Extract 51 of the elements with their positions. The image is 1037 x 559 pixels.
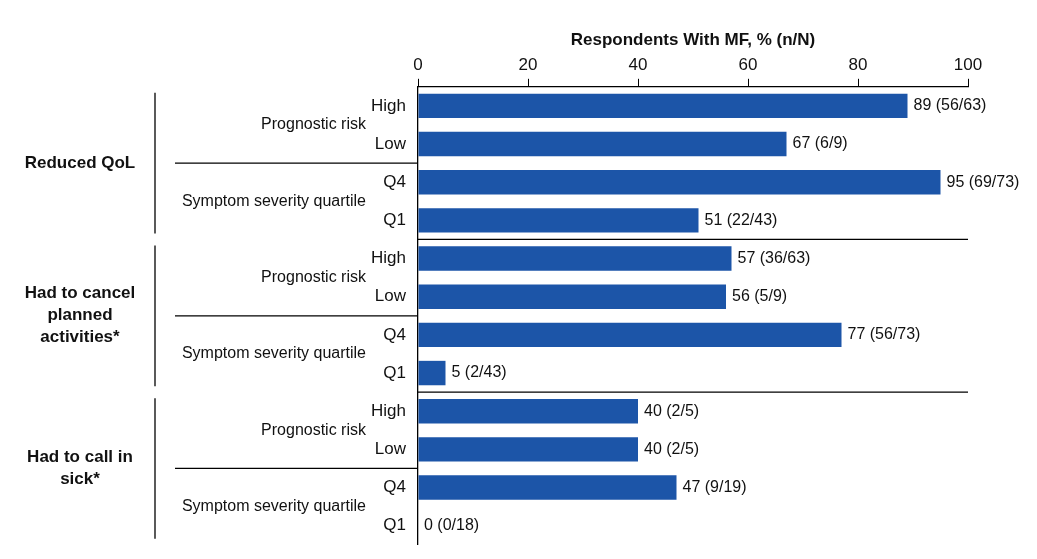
data-label: 47 (9/19) bbox=[682, 477, 747, 495]
x-tick-label: 0 bbox=[413, 55, 423, 75]
bar bbox=[418, 170, 941, 195]
bar bbox=[418, 322, 842, 348]
y-tick-label: Low bbox=[374, 439, 407, 459]
bar bbox=[418, 399, 638, 424]
data-label: 89 (56/63) bbox=[913, 96, 987, 114]
data-label: 5 (2/43) bbox=[451, 363, 507, 381]
y-tick-label: Q1 bbox=[383, 210, 406, 230]
data-label: 67 (6/9) bbox=[792, 134, 848, 152]
data-label: 51 (22/43) bbox=[704, 210, 778, 228]
y-tick-label: Q4 bbox=[383, 477, 406, 497]
data-label: 57 (36/63) bbox=[737, 248, 811, 266]
y-tick-label: Q1 bbox=[383, 515, 406, 535]
text: Symptom severity quartile bbox=[181, 344, 367, 362]
data-label: 77 (56/73) bbox=[847, 325, 921, 343]
y-tick-label: Low bbox=[374, 133, 407, 153]
y-tick-label: Q4 bbox=[383, 324, 406, 344]
text: Had to call in sick* bbox=[27, 447, 133, 489]
data-label: 40 (2/5) bbox=[644, 401, 700, 419]
data-label: 40 (2/5) bbox=[644, 439, 700, 457]
x-axis-title: Respondents With MF, % (n/N) bbox=[570, 29, 816, 49]
text: Prognostic risk bbox=[261, 420, 367, 438]
y-tick-label: High bbox=[371, 95, 406, 115]
data-label: 95 (69/73) bbox=[946, 172, 1020, 190]
y-tick-label: Q1 bbox=[383, 362, 406, 382]
bar bbox=[418, 93, 908, 119]
x-tick-label: 100 bbox=[953, 55, 983, 75]
bar bbox=[418, 284, 726, 309]
data-label: 56 (5/9) bbox=[732, 287, 788, 305]
bar bbox=[418, 246, 732, 271]
bar bbox=[418, 208, 699, 233]
data-label: 0 (0/18) bbox=[424, 516, 480, 534]
y-tick-label: High bbox=[371, 248, 406, 268]
text: Prognostic risk bbox=[261, 115, 367, 133]
bar bbox=[418, 131, 787, 157]
x-tick-label: 20 bbox=[518, 55, 538, 75]
text: Symptom severity quartile bbox=[181, 191, 367, 209]
text: Had to cancel planned activities* bbox=[24, 283, 136, 347]
y-tick-label: Low bbox=[374, 286, 407, 306]
text: Prognostic risk bbox=[261, 268, 367, 286]
x-tick-label: 60 bbox=[738, 55, 758, 75]
text: Reduced QoL bbox=[24, 152, 136, 172]
y-tick-label: High bbox=[371, 400, 406, 420]
bar bbox=[418, 360, 446, 386]
x-tick-label: 80 bbox=[848, 55, 868, 75]
bar bbox=[418, 437, 638, 462]
y-tick-label: Q4 bbox=[383, 171, 406, 191]
text: Symptom severity quartile bbox=[181, 497, 367, 515]
bar bbox=[418, 475, 677, 500]
x-tick-label: 40 bbox=[628, 55, 648, 75]
